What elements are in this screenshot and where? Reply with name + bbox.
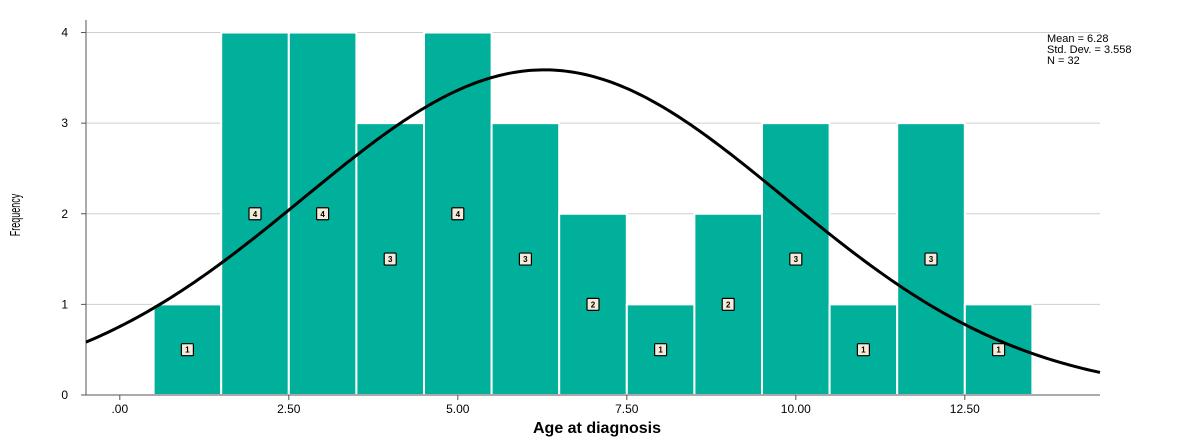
y-tick-label-1: 1 — [61, 297, 68, 311]
bar-label-2: 4 — [253, 210, 258, 219]
normal-curve — [85, 68, 1101, 374]
bar-label-8: 1 — [658, 346, 663, 355]
bar-label-10: 3 — [794, 255, 799, 264]
bar-label-3: 4 — [320, 210, 325, 219]
stats-box: Mean = 6.28 Std. Dev. = 3.558 N = 32 — [1047, 33, 1132, 67]
x-tick-label-5: 12.50 — [950, 402, 980, 416]
bar-label-box-12 — [924, 252, 938, 266]
normal-curve-layer — [85, 68, 1101, 374]
y-tick-label-2: 2 — [61, 207, 68, 221]
stats-mean: Mean = 6.28 — [1047, 33, 1108, 45]
bar-label-box-7 — [586, 297, 600, 311]
x-tick-label-0: .00 — [111, 402, 128, 416]
bar-label-9: 2 — [726, 300, 731, 309]
bar-label-box-2 — [248, 207, 262, 221]
x-tick-label-2: 5.00 — [446, 402, 470, 416]
bar-label-6: 3 — [523, 255, 528, 264]
bar-label-11: 1 — [861, 346, 866, 355]
y-tick-label-4: 4 — [61, 26, 68, 40]
bar-label-box-13 — [991, 343, 1006, 357]
bar-label-1: 1 — [185, 346, 190, 355]
bar-label-box-11 — [856, 343, 871, 357]
bar-label-13: 1 — [996, 346, 1001, 355]
histogram-bar-3 — [287, 31, 358, 397]
bar-label-box-10 — [789, 252, 803, 266]
bar-label-box-4 — [383, 252, 397, 266]
bar-label-box-3 — [316, 207, 330, 221]
bar-label-4: 3 — [388, 255, 393, 264]
bar-label-7: 2 — [591, 300, 596, 309]
bar-label-box-6 — [518, 252, 533, 266]
x-axis-label: Age at diagnosis — [533, 420, 661, 437]
stats-n: N = 32 — [1047, 55, 1080, 67]
stats-std-dev: Std. Dev. = 3.558 — [1047, 44, 1132, 56]
x-tick-label-4: 10.00 — [781, 402, 811, 416]
y-tick-label-3: 3 — [61, 116, 68, 130]
bar-label-12: 3 — [929, 255, 934, 264]
axes: 0 1 2 3 4 .00 2.50 5.00 7.50 10.00 12.50 — [61, 20, 1100, 416]
bar-label-box-1 — [180, 343, 194, 357]
y-tick-label-0: 0 — [61, 388, 68, 402]
bar-label-box-9 — [721, 297, 735, 311]
bar-label-box-8 — [653, 343, 668, 357]
histogram-bar-11 — [828, 303, 899, 397]
x-tick-label-1: 2.50 — [277, 402, 301, 416]
x-tick-label-3: 7.50 — [615, 402, 639, 416]
bar-label-5: 4 — [456, 210, 461, 219]
bar-label-box-5 — [451, 207, 465, 221]
bar-value-labels: 1 4 4 3 4 3 2 1 2 3 1 3 1 — [180, 207, 1006, 357]
y-axis-label: Frequency — [7, 193, 24, 236]
